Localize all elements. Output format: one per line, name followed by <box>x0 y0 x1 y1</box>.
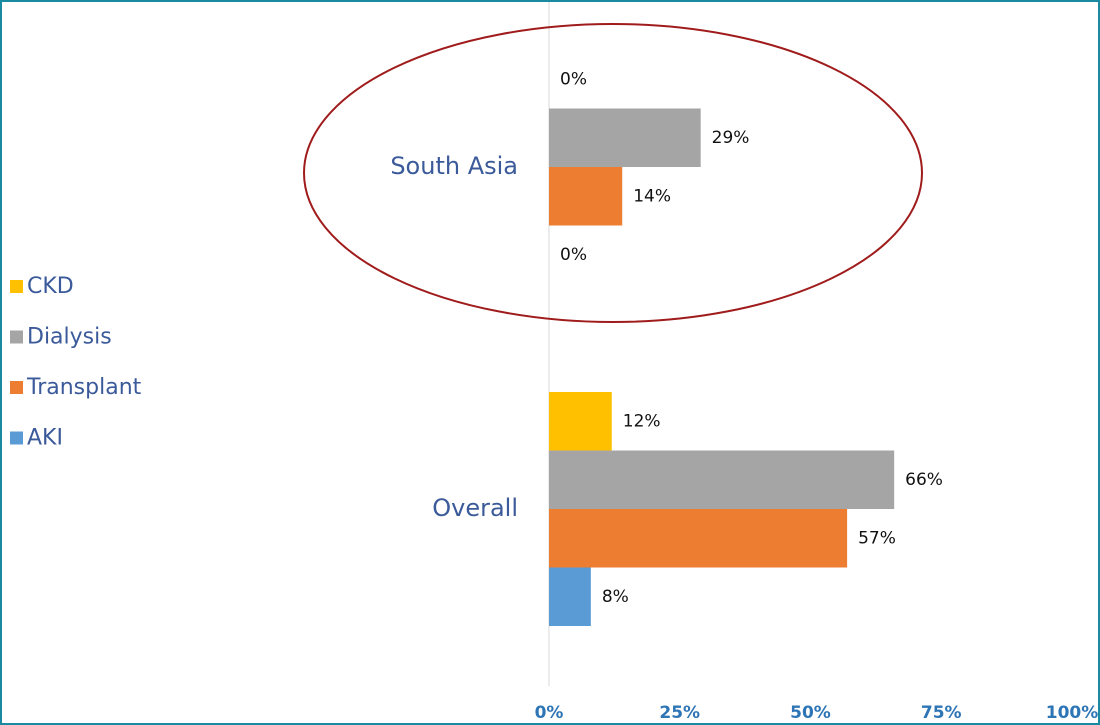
legend-swatch <box>10 381 23 394</box>
x-tick-label: 0% <box>535 703 564 723</box>
x-tick-label: 100% <box>1046 703 1099 723</box>
value-label: 29% <box>712 128 750 148</box>
bar <box>549 567 591 626</box>
x-tick-label: 50% <box>790 703 831 723</box>
x-tick-label: 25% <box>659 703 700 723</box>
bar <box>549 108 701 167</box>
legend-swatch <box>10 280 23 293</box>
legend-label: Transplant <box>26 375 142 400</box>
bar <box>549 509 848 568</box>
legend-label: AKI <box>27 426 63 451</box>
value-label: 14% <box>633 186 671 206</box>
legend-label: Dialysis <box>27 325 112 350</box>
legend-swatch <box>10 330 23 344</box>
bar <box>549 167 623 226</box>
legend-label: CKD <box>27 274 74 299</box>
value-label: 0% <box>560 69 587 89</box>
value-label: 12% <box>623 411 661 431</box>
value-label: 8% <box>602 587 629 607</box>
legend-swatch <box>10 431 23 445</box>
category-label: Overall <box>432 494 518 522</box>
bar <box>549 392 612 451</box>
highlight-ellipse <box>303 23 923 323</box>
category-label: South Asia <box>390 152 518 180</box>
value-label: 57% <box>858 528 896 548</box>
value-label: 66% <box>905 470 943 490</box>
bar <box>549 450 895 509</box>
value-label: 0% <box>560 245 587 265</box>
x-tick-label: 75% <box>921 703 962 723</box>
plot-area: 0% 25% 50% 75% 100% South Asia 0% 29% 14% 0% Overa… <box>10 2 1098 723</box>
